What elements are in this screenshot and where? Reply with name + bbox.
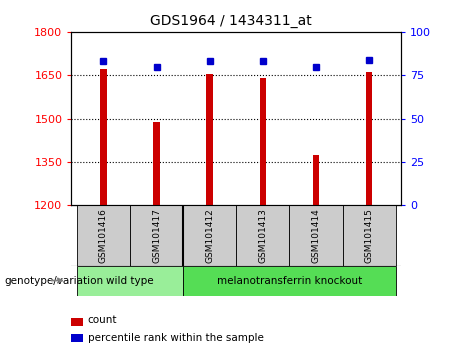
Text: melanotransferrin knockout: melanotransferrin knockout [217,275,362,286]
Text: wild type: wild type [106,275,154,286]
Text: GSM101415: GSM101415 [365,208,374,263]
Bar [183,266,396,296]
Text: GSM101413: GSM101413 [258,208,267,263]
Bar [154,122,160,205]
Text: GSM101412: GSM101412 [205,208,214,263]
Text: percentile rank within the sample: percentile rank within the sample [88,333,264,343]
Text: GSM101416: GSM101416 [99,208,108,263]
Bar [313,155,319,205]
Bar [290,205,343,266]
Text: genotype/variation: genotype/variation [5,275,104,286]
Text: GDS1964 / 1434311_at: GDS1964 / 1434311_at [150,14,311,28]
Bar [207,74,213,205]
Bar [130,205,183,266]
Text: GSM101417: GSM101417 [152,208,161,263]
Bar [260,78,266,205]
Text: count: count [88,315,117,325]
Bar [366,72,372,205]
Bar [77,266,183,296]
Bar [77,205,130,266]
Bar [183,205,236,266]
Bar [100,69,106,205]
Bar [343,205,396,266]
Text: GSM101414: GSM101414 [312,208,320,263]
Bar [236,205,290,266]
